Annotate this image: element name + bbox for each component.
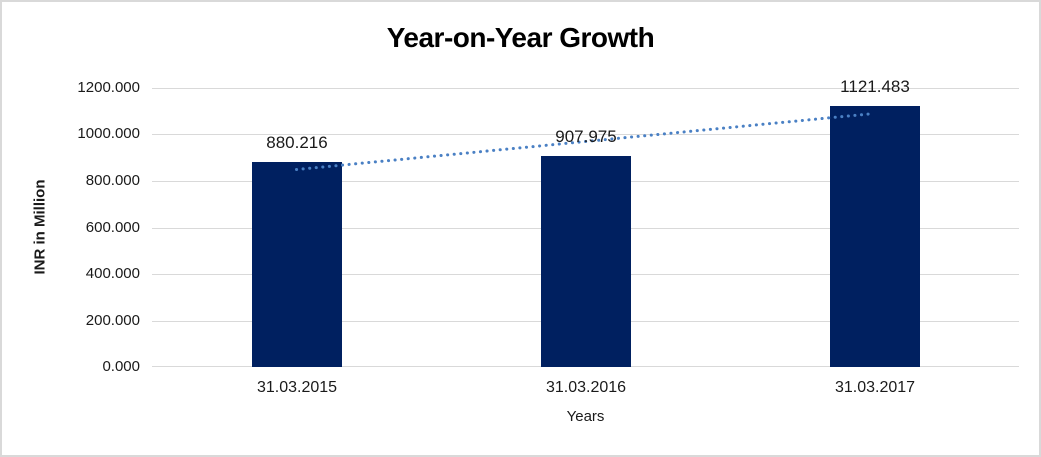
trendline-path <box>295 111 876 172</box>
bar-value-label: 907.975 <box>555 127 617 146</box>
y-tick-label: 800.000 <box>85 172 140 189</box>
x-tick-label: 31.03.2016 <box>545 379 627 396</box>
x-axis-title: Years <box>566 408 605 425</box>
y-tick-label: 200.000 <box>85 312 140 329</box>
y-tick-label: 1200.000 <box>77 79 140 96</box>
gridline <box>152 88 1019 89</box>
y-tick-label: 600.000 <box>85 219 140 236</box>
chart-title: Year-on-Year Growth <box>386 22 655 53</box>
trendline <box>295 111 876 172</box>
y-tick-label: 400.000 <box>85 265 140 282</box>
y-tick-label: 0.000 <box>102 358 140 375</box>
x-tick-label: 31.03.2017 <box>834 379 916 396</box>
bar <box>252 162 342 367</box>
bar-value-label: 880.216 <box>266 133 328 152</box>
bar <box>830 106 920 367</box>
y-tick-label: 1000.000 <box>77 125 140 142</box>
bar <box>541 156 631 367</box>
bar-value-label: 1121.483 <box>840 77 910 96</box>
x-tick-label: 31.03.2015 <box>256 379 338 396</box>
plot-area: 880.216 907.975 1121.483 <box>152 77 1019 367</box>
gridline <box>152 134 1019 135</box>
